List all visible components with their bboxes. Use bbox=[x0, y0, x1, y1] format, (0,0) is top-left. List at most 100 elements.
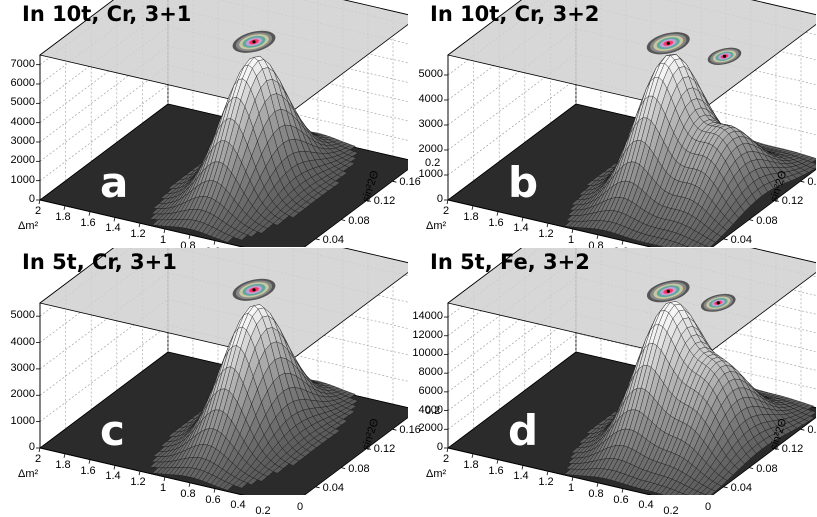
z-tick-label: 2000 bbox=[0, 154, 35, 166]
y-tick-label: 0.08 bbox=[348, 215, 369, 227]
x-tick-label: 1.6 bbox=[483, 217, 509, 229]
panel-title: In 10t, Cr, 3+2 bbox=[430, 2, 599, 26]
z-tick-label: 6000 bbox=[403, 385, 443, 397]
y-tick-label: 0.08 bbox=[756, 215, 777, 227]
y-tick-label: 0.12 bbox=[782, 443, 803, 455]
z-tick-label: 4000 bbox=[403, 404, 443, 416]
z-tick-label: 3000 bbox=[403, 118, 443, 130]
y-tick bbox=[392, 429, 396, 430]
y-tick-label: 0.16 bbox=[807, 176, 817, 188]
x-tick-label: 2 bbox=[433, 453, 459, 465]
z-tick-label: 8000 bbox=[403, 366, 443, 378]
x-tick bbox=[447, 448, 448, 452]
x-tick-label: 1.4 bbox=[100, 470, 126, 482]
x-tick bbox=[597, 235, 598, 239]
y-tick-label: 0.12 bbox=[374, 195, 395, 207]
x-tick bbox=[214, 489, 215, 493]
z-tick-label: 3000 bbox=[0, 135, 35, 147]
y-tick bbox=[749, 468, 753, 469]
x-tick-label: 1 bbox=[558, 482, 584, 494]
x-tick-label: 0.2 bbox=[250, 505, 276, 517]
x-tick bbox=[522, 217, 523, 221]
panel-letter: a bbox=[100, 158, 128, 207]
y-tick bbox=[316, 487, 320, 488]
z-tick-label: 3000 bbox=[0, 362, 35, 374]
x-tick bbox=[622, 241, 623, 245]
z-tick-label: 4000 bbox=[0, 116, 35, 128]
z-tick-label: 0 bbox=[0, 441, 35, 453]
y-tick bbox=[724, 487, 728, 488]
z-tick-label: 0 bbox=[0, 193, 35, 205]
x-tick bbox=[622, 489, 623, 493]
x-tick-label: 1.2 bbox=[533, 228, 559, 240]
x-tick-label: 1.8 bbox=[458, 211, 484, 223]
panel-letter: d bbox=[508, 406, 538, 455]
y-tick bbox=[800, 181, 804, 182]
x-tick bbox=[214, 241, 215, 245]
x-tick-label: 1.4 bbox=[508, 222, 534, 234]
x-tick bbox=[89, 212, 90, 216]
z-tick-label: 0 bbox=[403, 193, 443, 205]
x-tick bbox=[39, 448, 40, 452]
x-axis-label: Δm² bbox=[18, 468, 38, 480]
x-tick-label: 1.8 bbox=[458, 459, 484, 471]
x-tick bbox=[114, 465, 115, 469]
x-tick bbox=[64, 206, 65, 210]
x-tick-label: 1.2 bbox=[125, 228, 151, 240]
y-tick-label: 0.08 bbox=[348, 463, 369, 475]
x-tick-label: 1 bbox=[150, 482, 176, 494]
x-tick bbox=[472, 454, 473, 458]
x-tick-label: 1.2 bbox=[125, 476, 151, 488]
x-tick bbox=[164, 229, 165, 233]
x-tick bbox=[189, 235, 190, 239]
z-tick-label: 4000 bbox=[403, 93, 443, 105]
x-tick-label: 1.2 bbox=[533, 476, 559, 488]
y-tick-label: 0.04 bbox=[323, 482, 344, 494]
x-tick bbox=[497, 212, 498, 216]
x-tick-label: 2 bbox=[433, 205, 459, 217]
y-tick bbox=[724, 239, 728, 240]
x-tick bbox=[39, 200, 40, 204]
x-tick bbox=[497, 460, 498, 464]
x-tick bbox=[139, 223, 140, 227]
panel-letter: c bbox=[100, 406, 125, 455]
x-tick bbox=[547, 471, 548, 475]
contour-center bbox=[717, 301, 720, 304]
y-tick-label: 0.12 bbox=[782, 195, 803, 207]
y-tick-label: 0 bbox=[297, 501, 303, 513]
x-tick bbox=[114, 217, 115, 221]
contour-center bbox=[667, 290, 670, 293]
y-tick bbox=[749, 220, 753, 221]
panel-title: In 5t, Cr, 3+1 bbox=[22, 250, 177, 274]
z-tick-label: 12000 bbox=[403, 329, 443, 341]
x-tick bbox=[447, 200, 448, 204]
x-tick-label: 0.6 bbox=[200, 494, 226, 506]
x-tick-label: 0.8 bbox=[175, 488, 201, 500]
z-tick-label: 2000 bbox=[403, 422, 443, 434]
x-tick bbox=[472, 206, 473, 210]
y-tick-label: 0.04 bbox=[731, 234, 752, 246]
x-tick-label: 1.6 bbox=[75, 217, 101, 229]
x-tick-label: 0.2 bbox=[658, 505, 684, 517]
x-tick bbox=[64, 454, 65, 458]
z-tick-label: 5000 bbox=[0, 96, 35, 108]
y-tick-label: 0.08 bbox=[756, 463, 777, 475]
z-tick-label: 7000 bbox=[0, 58, 35, 70]
contour-center bbox=[723, 55, 726, 58]
x-tick-label: 1.8 bbox=[50, 459, 76, 471]
z-tick-label: 5000 bbox=[403, 68, 443, 80]
z-tick-label: 1000 bbox=[403, 168, 443, 180]
y-tick bbox=[341, 468, 345, 469]
x-tick-label: 1.8 bbox=[50, 211, 76, 223]
y-tick-label: 0.16 bbox=[807, 424, 817, 436]
x-tick-label: 0.8 bbox=[583, 488, 609, 500]
x-tick-label: 1 bbox=[150, 234, 176, 246]
x-tick-label: 0.4 bbox=[225, 499, 251, 511]
contour-center bbox=[252, 40, 255, 43]
x-tick bbox=[164, 477, 165, 481]
panel-title: In 10t, Cr, 3+1 bbox=[22, 2, 191, 26]
x-tick-label: 1.6 bbox=[483, 465, 509, 477]
